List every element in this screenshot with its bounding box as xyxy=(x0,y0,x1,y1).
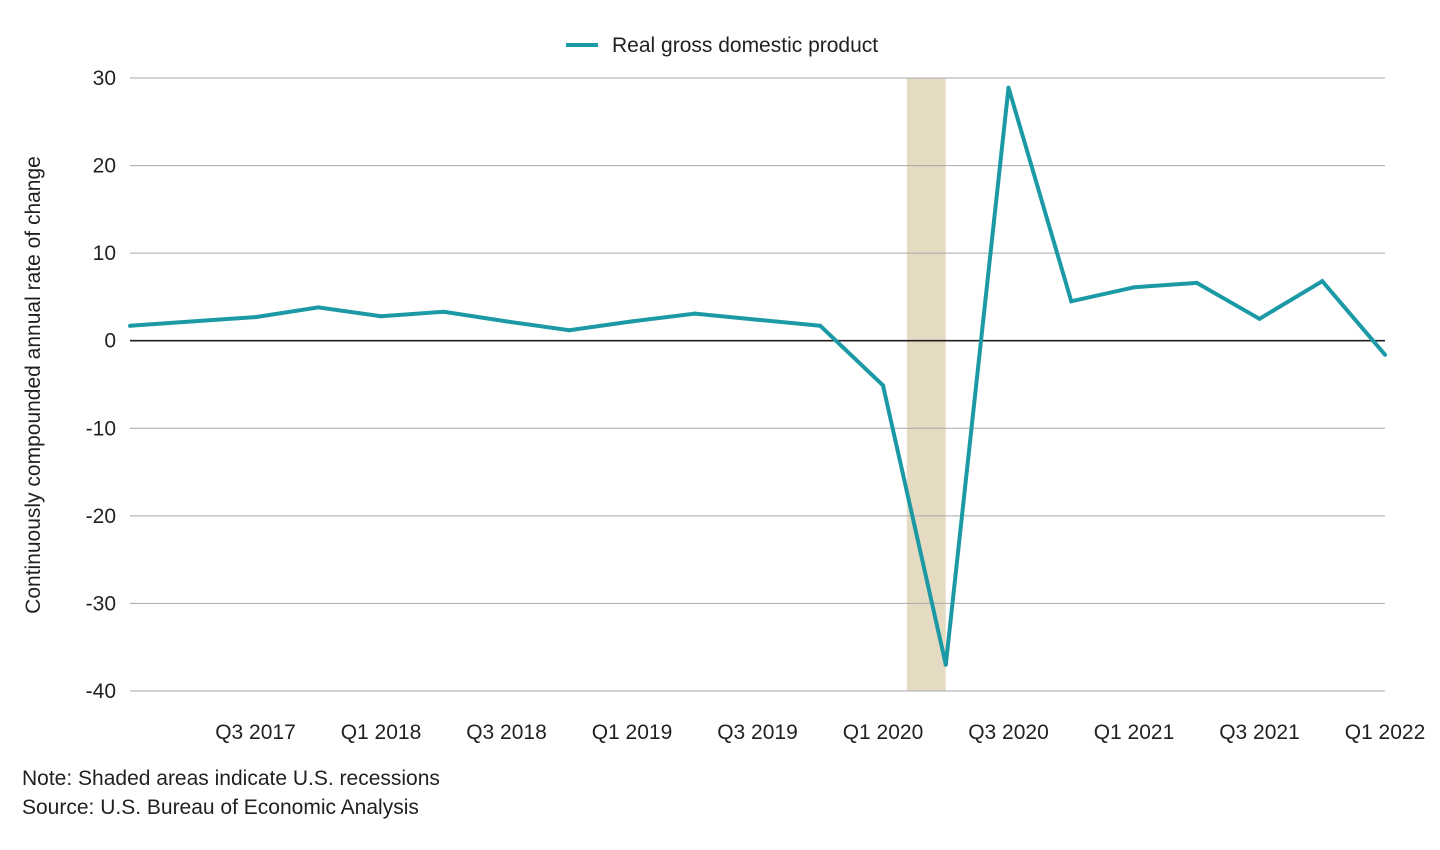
x-tick-label-q3-2019: Q3 2019 xyxy=(717,721,798,744)
footnote-note: Note: Shaded areas indicate U.S. recessi… xyxy=(22,767,440,790)
footnote-source: Source: U.S. Bureau of Economic Analysis xyxy=(22,796,419,819)
x-tick-label-q3-2021: Q3 2021 xyxy=(1219,721,1300,744)
data-point-q4-2018 xyxy=(567,328,572,333)
data-point-q2-2019 xyxy=(692,311,697,316)
y-tick-label--40: -40 xyxy=(86,680,116,703)
data-point-q4-2021 xyxy=(1320,279,1325,284)
y-tick-label-10: 10 xyxy=(93,242,116,265)
x-tick-label-q3-2017: Q3 2017 xyxy=(215,721,296,744)
x-tick-label-q1-2019: Q1 2019 xyxy=(592,721,673,744)
data-point-q3-2020 xyxy=(1006,85,1011,90)
series-layer xyxy=(128,85,1387,667)
y-axis-title: Continuously compounded annual rate of c… xyxy=(22,156,45,614)
data-point-q3-2017 xyxy=(253,315,258,320)
x-tick-label-q1-2020: Q1 2020 xyxy=(843,721,924,744)
y-tick-label-0: 0 xyxy=(104,330,116,353)
series-line-real-gdp xyxy=(129,87,1387,666)
data-point-q1-2021 xyxy=(1132,285,1136,290)
x-tick-label-q3-2018: Q3 2018 xyxy=(466,721,547,744)
data-point-q1-2019 xyxy=(630,319,634,324)
y-tick-label--30: -30 xyxy=(86,592,116,615)
data-point-q3-2018 xyxy=(504,319,509,324)
x-tick-label-q3-2020: Q3 2020 xyxy=(968,721,1049,744)
y-tick-label-20: 20 xyxy=(93,155,116,178)
legend: Real gross domestic product xyxy=(566,34,878,57)
x-tick-label-q1-2018: Q1 2018 xyxy=(341,721,422,744)
data-point-q2-2018 xyxy=(441,309,446,314)
legend-label-real-gdp: Real gross domestic product xyxy=(612,34,878,57)
data-point-q4-2020 xyxy=(1069,299,1074,304)
y-tick-label--10: -10 xyxy=(86,417,116,440)
data-point-q1-2017 xyxy=(128,323,132,328)
data-point-q2-2017 xyxy=(190,319,195,324)
gridlines xyxy=(130,77,1385,692)
y-tick-label-30: 30 xyxy=(93,67,116,90)
data-point-q2-2020 xyxy=(943,662,948,667)
data-point-q1-2020 xyxy=(881,383,885,388)
y-tick-label--20: -20 xyxy=(86,505,116,528)
data-point-q1-2018 xyxy=(379,314,383,319)
data-point-q3-2019 xyxy=(755,317,760,322)
data-point-q4-2019 xyxy=(818,323,823,328)
data-point-q1-2022 xyxy=(1383,352,1387,357)
x-tick-label-q1-2021: Q1 2021 xyxy=(1094,721,1175,744)
recession-shading-layer xyxy=(906,78,946,691)
x-tick-label-q1-2022: Q1 2022 xyxy=(1345,721,1426,744)
x-axis-tick-labels: Q3 2017 Q1 2018 Q3 2018 Q1 2019 Q3 2019 Q1 20… xyxy=(215,721,1425,744)
data-point-q3-2021 xyxy=(1257,316,1262,321)
y-axis-tick-labels: 30 20 10 0 -10 -20 -30 -40 xyxy=(86,67,116,703)
recession-shade-0 xyxy=(906,78,946,691)
data-point-q2-2021 xyxy=(1194,280,1199,285)
data-point-q4-2017 xyxy=(316,305,321,310)
